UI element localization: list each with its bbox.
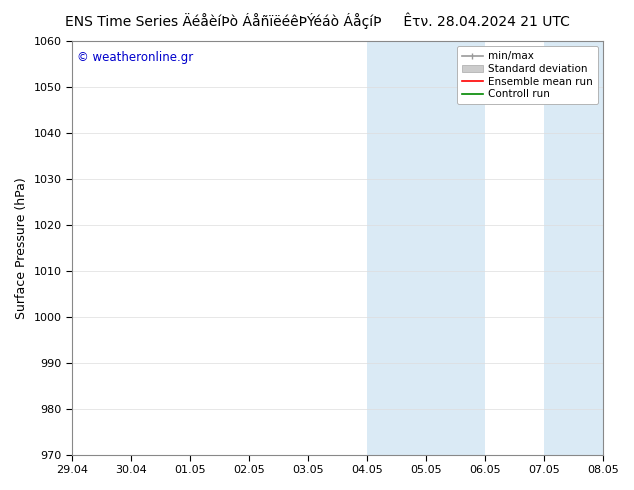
- Text: © weatheronline.gr: © weatheronline.gr: [77, 51, 193, 64]
- Text: ENS Time Series ÄéåèíÞò ÁåñïëéêÞÝéáò ÁåçíÞ     Êτν. 28.04.2024 21 UTC: ENS Time Series ÄéåèíÞò ÁåñïëéêÞÝéáò Áåç…: [65, 12, 569, 29]
- Legend: min/max, Standard deviation, Ensemble mean run, Controll run: min/max, Standard deviation, Ensemble me…: [456, 46, 598, 104]
- Bar: [426, 41, 485, 455]
- Bar: [544, 41, 634, 455]
- Y-axis label: Surface Pressure (hPa): Surface Pressure (hPa): [15, 177, 28, 318]
- Bar: [367, 41, 426, 455]
